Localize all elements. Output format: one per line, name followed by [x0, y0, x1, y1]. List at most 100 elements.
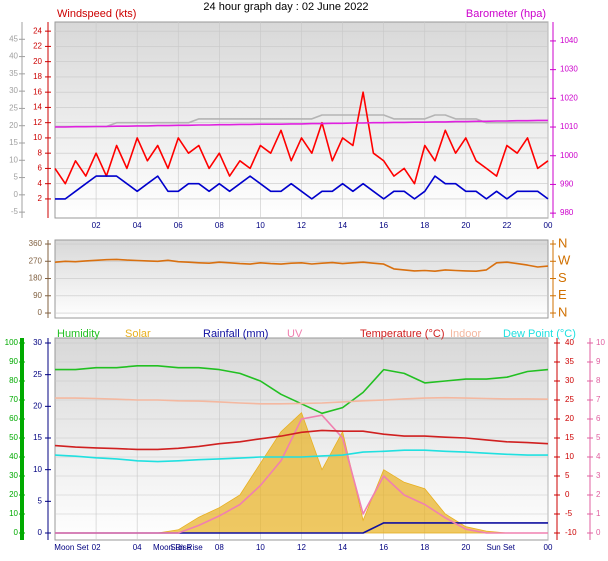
y-tick-label: 2 [38, 194, 43, 203]
y-tick-label: 1 [596, 509, 601, 518]
x-tick-label: 08 [215, 543, 224, 552]
y-tick-label: 35 [9, 69, 18, 78]
y-tick-label: -5 [11, 207, 19, 216]
y-tick-label: 20 [9, 490, 18, 499]
y-tick-label: E [558, 287, 567, 302]
y-tick-label: 60 [9, 414, 18, 423]
x-tick-label: 10 [256, 221, 265, 230]
y-tick-label: 12 [33, 118, 42, 127]
x-tick-label: 02 [92, 221, 101, 230]
y-tick-label: 9 [596, 357, 601, 366]
y-tick-label: 90 [9, 357, 18, 366]
y-tick-label: 20 [33, 57, 42, 66]
x-tick-label: 12 [297, 543, 306, 552]
y-tick-label: 18 [33, 72, 42, 81]
annotation: Sun Rise [170, 543, 203, 552]
annotation: Sun Set [487, 543, 516, 552]
y-tick-label: 10 [9, 509, 18, 518]
y-tick-label: 180 [29, 274, 43, 283]
y-tick-label: N [558, 235, 567, 250]
y-tick-label: 16 [33, 87, 42, 96]
x-tick-label: 08 [215, 221, 224, 230]
y-tick-label: 0 [596, 528, 601, 537]
x-tick-label: 12 [297, 221, 306, 230]
x-tick-label: 04 [133, 543, 142, 552]
y-tick-label: 20 [565, 414, 574, 423]
y-tick-label: 6 [596, 414, 601, 423]
y-tick-label: 40 [565, 338, 574, 347]
y-tick-label: 270 [29, 256, 43, 265]
y-tick-label: -10 [565, 528, 577, 537]
y-tick-label: 15 [9, 138, 18, 147]
legend-entry: Humidity [57, 328, 100, 340]
x-tick-label: 06 [174, 221, 183, 230]
legend-entry: Dew Point (°C) [503, 328, 576, 340]
y-tick-label: 0 [14, 190, 19, 199]
x-tick-label: 14 [338, 543, 347, 552]
y-tick-label: 5 [14, 173, 19, 182]
y-tick-label: 30 [9, 471, 18, 480]
y-tick-label: 6 [38, 164, 43, 173]
legend-entry: Solar [125, 328, 151, 340]
y-tick-label: 10 [596, 338, 605, 347]
x-tick-label: 20 [461, 221, 470, 230]
y-tick-label: 22 [33, 42, 42, 51]
plot-area [54, 239, 549, 319]
y-tick-label: 35 [565, 357, 574, 366]
series-line [55, 119, 548, 128]
y-tick-label: 360 [29, 239, 43, 248]
y-tick-label: 7 [596, 395, 601, 404]
x-tick-label: 16 [379, 543, 388, 552]
y-tick-label: 90 [33, 291, 42, 300]
y-tick-label: 5 [565, 471, 570, 480]
y-tick-label: 50 [9, 433, 18, 442]
y-tick-label: 30 [9, 86, 18, 95]
y-tick-label: 1030 [560, 65, 578, 74]
series-line [55, 175, 549, 200]
y-tick-label: 0 [38, 528, 43, 537]
y-tick-label: 25 [565, 395, 574, 404]
x-tick-label: 00 [544, 543, 553, 552]
y-tick-label: 30 [33, 338, 42, 347]
x-tick-label: 04 [133, 221, 142, 230]
series-line [54, 91, 549, 185]
y-tick-label: 10 [33, 133, 42, 142]
series-line [55, 396, 549, 405]
x-tick-label: 14 [338, 221, 347, 230]
y-tick-label: S [558, 270, 567, 285]
y-tick-label: 100 [5, 338, 19, 347]
y-tick-label: 1010 [560, 122, 578, 131]
y-tick-label: 14 [33, 103, 42, 112]
y-tick-label: 8 [38, 148, 43, 157]
x-tick-label: 18 [420, 221, 429, 230]
y-tick-label: 70 [9, 395, 18, 404]
y-tick-label: 1020 [560, 93, 578, 102]
y-tick-label: 10 [565, 452, 574, 461]
y-tick-label: 1040 [560, 36, 578, 45]
y-tick-label: W [558, 253, 571, 268]
y-tick-label: 25 [9, 104, 18, 113]
y-tick-label: 990 [560, 180, 574, 189]
y-tick-label: 5 [596, 433, 601, 442]
axis-title: Barometer (hpa) [466, 8, 546, 20]
axis-title: Windspeed (kts) [57, 8, 136, 20]
x-tick-label: 16 [379, 221, 388, 230]
series-line [54, 449, 548, 463]
y-tick-label: -5 [565, 509, 573, 518]
y-tick-label: 20 [33, 401, 42, 410]
y-tick-label: 980 [560, 208, 574, 217]
annotation: Moon Rise [153, 543, 192, 552]
y-tick-label: 0 [565, 490, 570, 499]
y-tick-label: 10 [33, 465, 42, 474]
x-tick-label: 20 [461, 543, 470, 552]
legend-entry: Indoor [450, 328, 482, 340]
annotation: Moon Set [54, 543, 89, 552]
y-tick-label: N [558, 304, 567, 319]
x-tick-label: 00 [544, 221, 553, 230]
legend-entry: UV [287, 328, 303, 340]
y-tick-label: 15 [33, 433, 42, 442]
y-tick-label: 4 [38, 179, 43, 188]
y-tick-label: 24 [33, 26, 42, 35]
y-tick-label: 10 [9, 155, 18, 164]
